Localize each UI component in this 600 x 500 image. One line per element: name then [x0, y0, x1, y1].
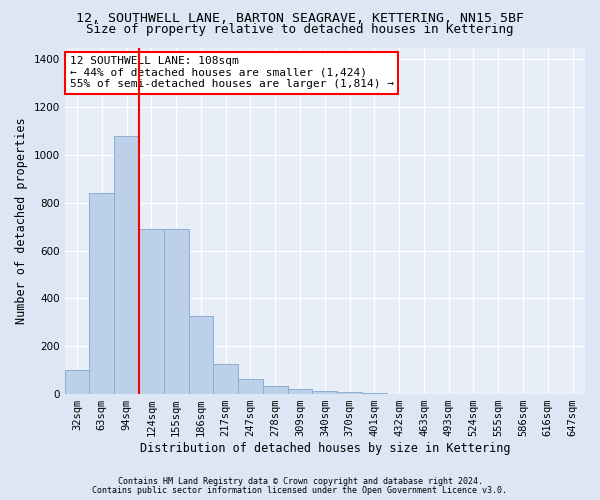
Text: 12, SOUTHWELL LANE, BARTON SEAGRAVE, KETTERING, NN15 5BF: 12, SOUTHWELL LANE, BARTON SEAGRAVE, KET… [76, 12, 524, 26]
X-axis label: Distribution of detached houses by size in Kettering: Distribution of detached houses by size … [140, 442, 510, 455]
Bar [164, 229, 188, 394]
Bar [337, 392, 362, 394]
Bar [89, 194, 114, 394]
Bar [238, 378, 263, 394]
Bar [362, 393, 387, 394]
Bar [114, 136, 139, 394]
Bar [188, 316, 214, 394]
Bar [139, 229, 164, 394]
Bar [214, 364, 238, 394]
Y-axis label: Number of detached properties: Number of detached properties [15, 118, 28, 324]
Bar [263, 386, 287, 394]
Bar [287, 389, 313, 394]
Text: 12 SOUTHWELL LANE: 108sqm
← 44% of detached houses are smaller (1,424)
55% of se: 12 SOUTHWELL LANE: 108sqm ← 44% of detac… [70, 56, 394, 90]
Text: Contains public sector information licensed under the Open Government Licence v3: Contains public sector information licen… [92, 486, 508, 495]
Bar [65, 370, 89, 394]
Bar [313, 391, 337, 394]
Text: Contains HM Land Registry data © Crown copyright and database right 2024.: Contains HM Land Registry data © Crown c… [118, 477, 482, 486]
Text: Size of property relative to detached houses in Kettering: Size of property relative to detached ho… [86, 24, 514, 36]
